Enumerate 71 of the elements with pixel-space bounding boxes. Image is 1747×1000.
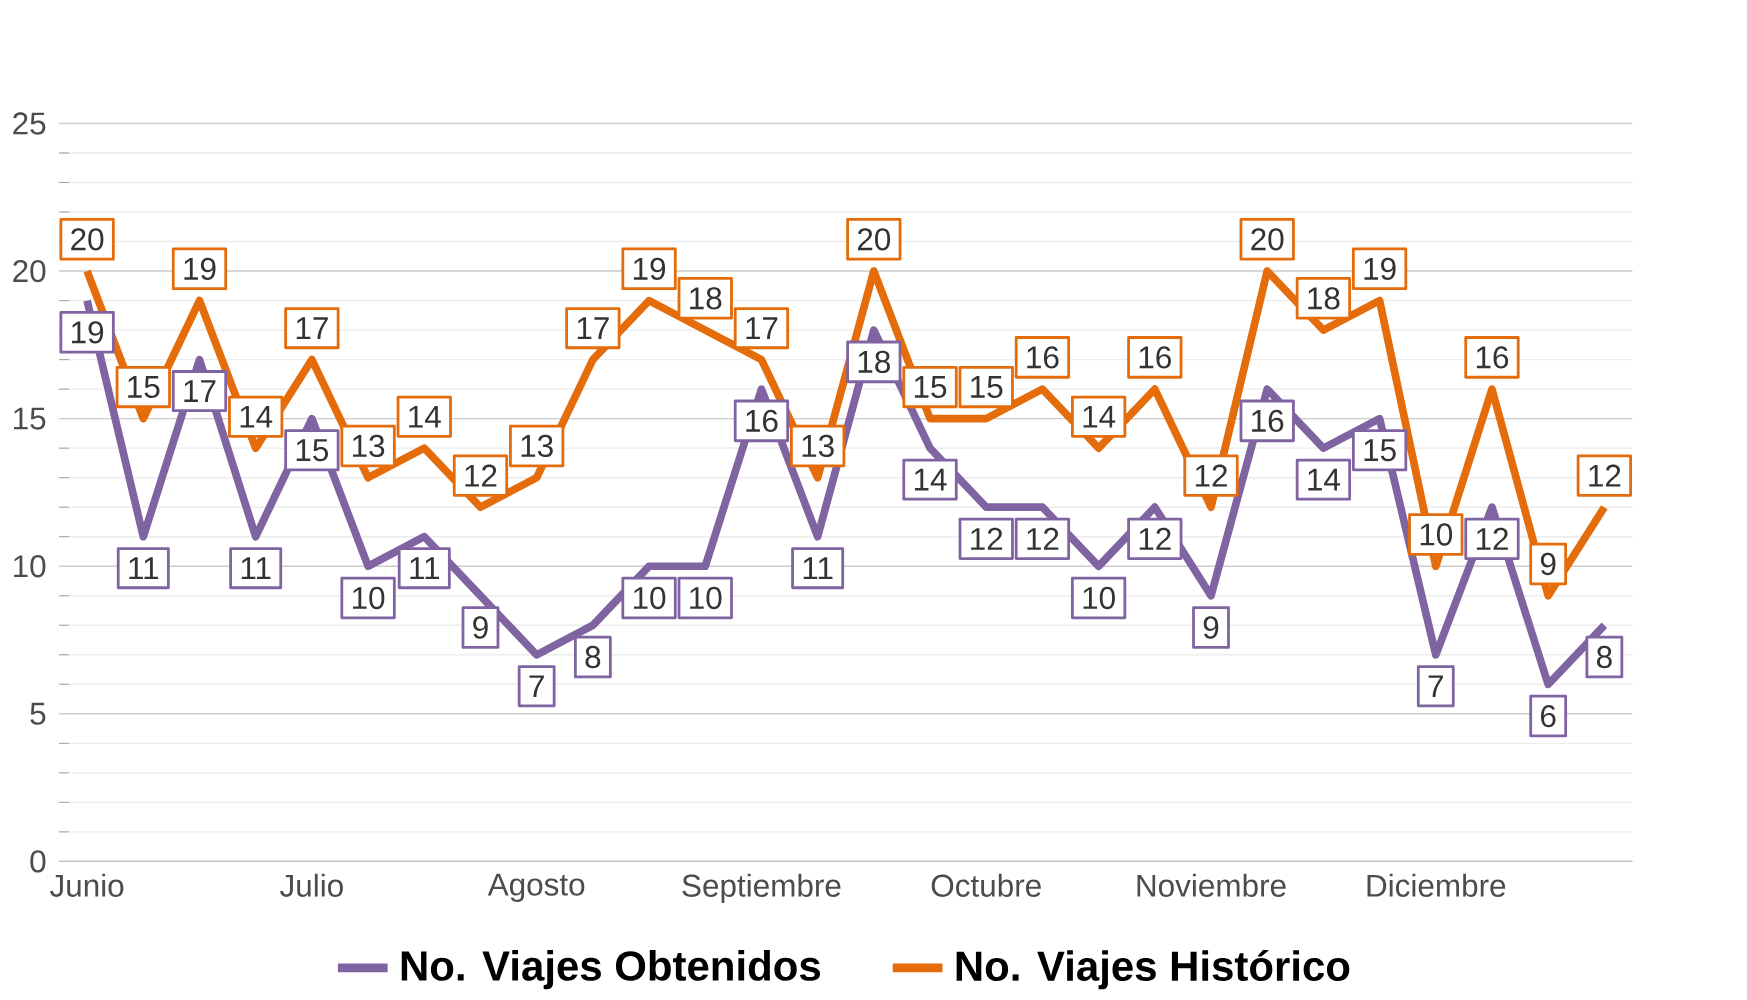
data-label: 17 (296, 317, 328, 340)
legend-label: No. Viajes Obtenidos (401, 950, 820, 990)
data-label: 14 (409, 405, 441, 428)
x-tick-label: Octubre (931, 873, 1041, 897)
y-tick-label: 0 (30, 850, 46, 873)
data-label: 10 (352, 586, 385, 610)
data-label: 20 (857, 228, 891, 251)
data-label: 12 (1027, 527, 1059, 550)
data-label: 7 (1428, 675, 1443, 698)
data-label: 14 (1308, 468, 1340, 491)
data-label: 12 (1139, 527, 1171, 550)
data-label: 16 (1027, 346, 1059, 369)
data-label: 17 (577, 317, 609, 340)
data-label: 18 (690, 287, 722, 310)
data-label: 16 (1252, 409, 1284, 433)
x-tick-label: Noviembre (1137, 873, 1286, 897)
data-label: 17 (746, 317, 778, 340)
data-label: 20 (71, 228, 104, 251)
data-label: 15 (296, 439, 329, 462)
data-label: 11 (410, 557, 440, 580)
x-tick-label: Diciembre (1367, 873, 1506, 897)
data-label: 10 (690, 586, 722, 610)
data-label: 10 (1420, 523, 1453, 546)
data-label: 7 (529, 675, 544, 698)
data-label: 9 (1540, 552, 1556, 576)
data-label: 12 (1476, 527, 1508, 550)
data-label: 12 (971, 527, 1003, 550)
data-label: 16 (746, 409, 778, 433)
data-label: 13 (802, 434, 834, 458)
data-label: 11 (803, 557, 833, 580)
data-label: 10 (1083, 586, 1115, 610)
data-label: 10 (633, 586, 666, 610)
data-label: 16 (1476, 346, 1509, 369)
data-label: 14 (240, 405, 273, 428)
data-label: 15 (1364, 439, 1396, 462)
y-tick-label: 20 (13, 259, 46, 283)
data-label: 14 (914, 468, 947, 491)
data-label: 15 (914, 376, 947, 399)
data-label: 15 (971, 376, 1003, 399)
data-label: 17 (184, 380, 216, 402)
data-label: 19 (633, 257, 666, 281)
data-label: 9 (1203, 616, 1219, 639)
data-label: 18 (858, 350, 890, 374)
data-label: 8 (1596, 645, 1612, 669)
y-tick-label: 10 (14, 555, 46, 578)
x-tick-label: Septiembre (682, 873, 841, 904)
data-label: 19 (1364, 257, 1396, 281)
data-label: 18 (1308, 287, 1340, 310)
data-label: 12 (465, 464, 497, 487)
data-label: 20 (1251, 228, 1284, 251)
y-tick-label: 25 (13, 112, 46, 135)
x-tick-label: Agosto (487, 873, 585, 902)
data-label: 13 (352, 434, 385, 458)
x-tick-label: Julio (280, 873, 343, 897)
data-label: 15 (128, 376, 160, 399)
data-label: 11 (129, 557, 159, 580)
data-label: 6 (1541, 704, 1556, 728)
y-tick-label: 15 (14, 407, 46, 430)
data-label: 9 (473, 616, 488, 639)
data-label: 19 (184, 257, 216, 281)
data-label: 16 (1139, 346, 1171, 369)
y-tick-label: 5 (30, 702, 46, 725)
x-tick-label: Junio (49, 873, 124, 897)
legend-label: No. Viajes Histórico (956, 949, 1350, 990)
data-label: 12 (1195, 464, 1227, 487)
data-label: 12 (1589, 464, 1621, 487)
data-label: 13 (521, 434, 553, 458)
data-label: 11 (241, 557, 271, 580)
data-label: 8 (585, 645, 601, 669)
data-label: 14 (1083, 405, 1116, 428)
data-label: 19 (72, 321, 104, 344)
